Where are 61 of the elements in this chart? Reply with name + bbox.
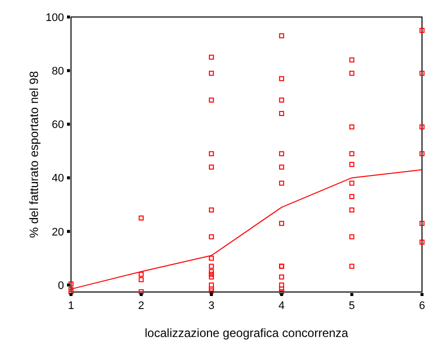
x-axis-title: localizzazione geografica concorrenza	[144, 326, 349, 340]
y-tick-label: 20	[52, 226, 64, 238]
point	[349, 180, 354, 186]
point	[349, 162, 354, 167]
point	[208, 164, 214, 170]
point	[420, 220, 424, 226]
point	[420, 240, 424, 245]
point	[279, 289, 284, 294]
point	[279, 164, 284, 170]
point	[208, 269, 214, 274]
point	[349, 207, 354, 212]
point	[420, 124, 424, 130]
point	[138, 272, 144, 277]
point	[420, 70, 424, 76]
point	[349, 70, 354, 76]
point	[279, 98, 284, 103]
point	[349, 234, 354, 240]
point	[279, 282, 284, 288]
point	[208, 207, 214, 212]
x-tick-label: 1	[68, 300, 74, 312]
point	[349, 264, 354, 269]
point	[420, 28, 424, 33]
point	[208, 70, 214, 76]
point	[208, 272, 214, 277]
x-tick-label: 6	[418, 300, 426, 312]
point	[138, 289, 144, 294]
x-tick-label: 3	[208, 300, 214, 312]
y-tick-label: 80	[52, 65, 64, 78]
y-tick-label: 0	[58, 280, 64, 292]
point	[208, 234, 214, 240]
x-tick-label: 5	[348, 300, 355, 312]
point	[208, 256, 214, 261]
point	[208, 151, 214, 156]
point	[349, 124, 354, 130]
point	[208, 264, 214, 269]
point	[279, 180, 284, 186]
point	[138, 277, 144, 282]
y-axis-title: % del fatturato esportato nel 98	[27, 70, 41, 238]
point	[279, 151, 284, 156]
point	[279, 220, 284, 226]
point	[208, 274, 214, 280]
point	[349, 57, 354, 62]
point	[420, 151, 424, 156]
point	[279, 274, 284, 280]
x-tick-label: 2	[138, 300, 144, 312]
point	[208, 282, 214, 288]
point	[349, 151, 354, 156]
point	[279, 76, 284, 82]
y-tick-label: 40	[52, 172, 64, 185]
point	[349, 194, 354, 200]
point	[208, 98, 214, 103]
point	[208, 54, 214, 60]
point	[68, 287, 74, 292]
point	[279, 33, 284, 38]
y-tick-label: 60	[52, 119, 64, 132]
point	[279, 110, 284, 116]
point	[138, 216, 144, 221]
y-tick-label: 100	[46, 12, 64, 24]
point	[68, 281, 74, 286]
point	[279, 286, 284, 292]
x-tick-label: 4	[278, 300, 285, 312]
